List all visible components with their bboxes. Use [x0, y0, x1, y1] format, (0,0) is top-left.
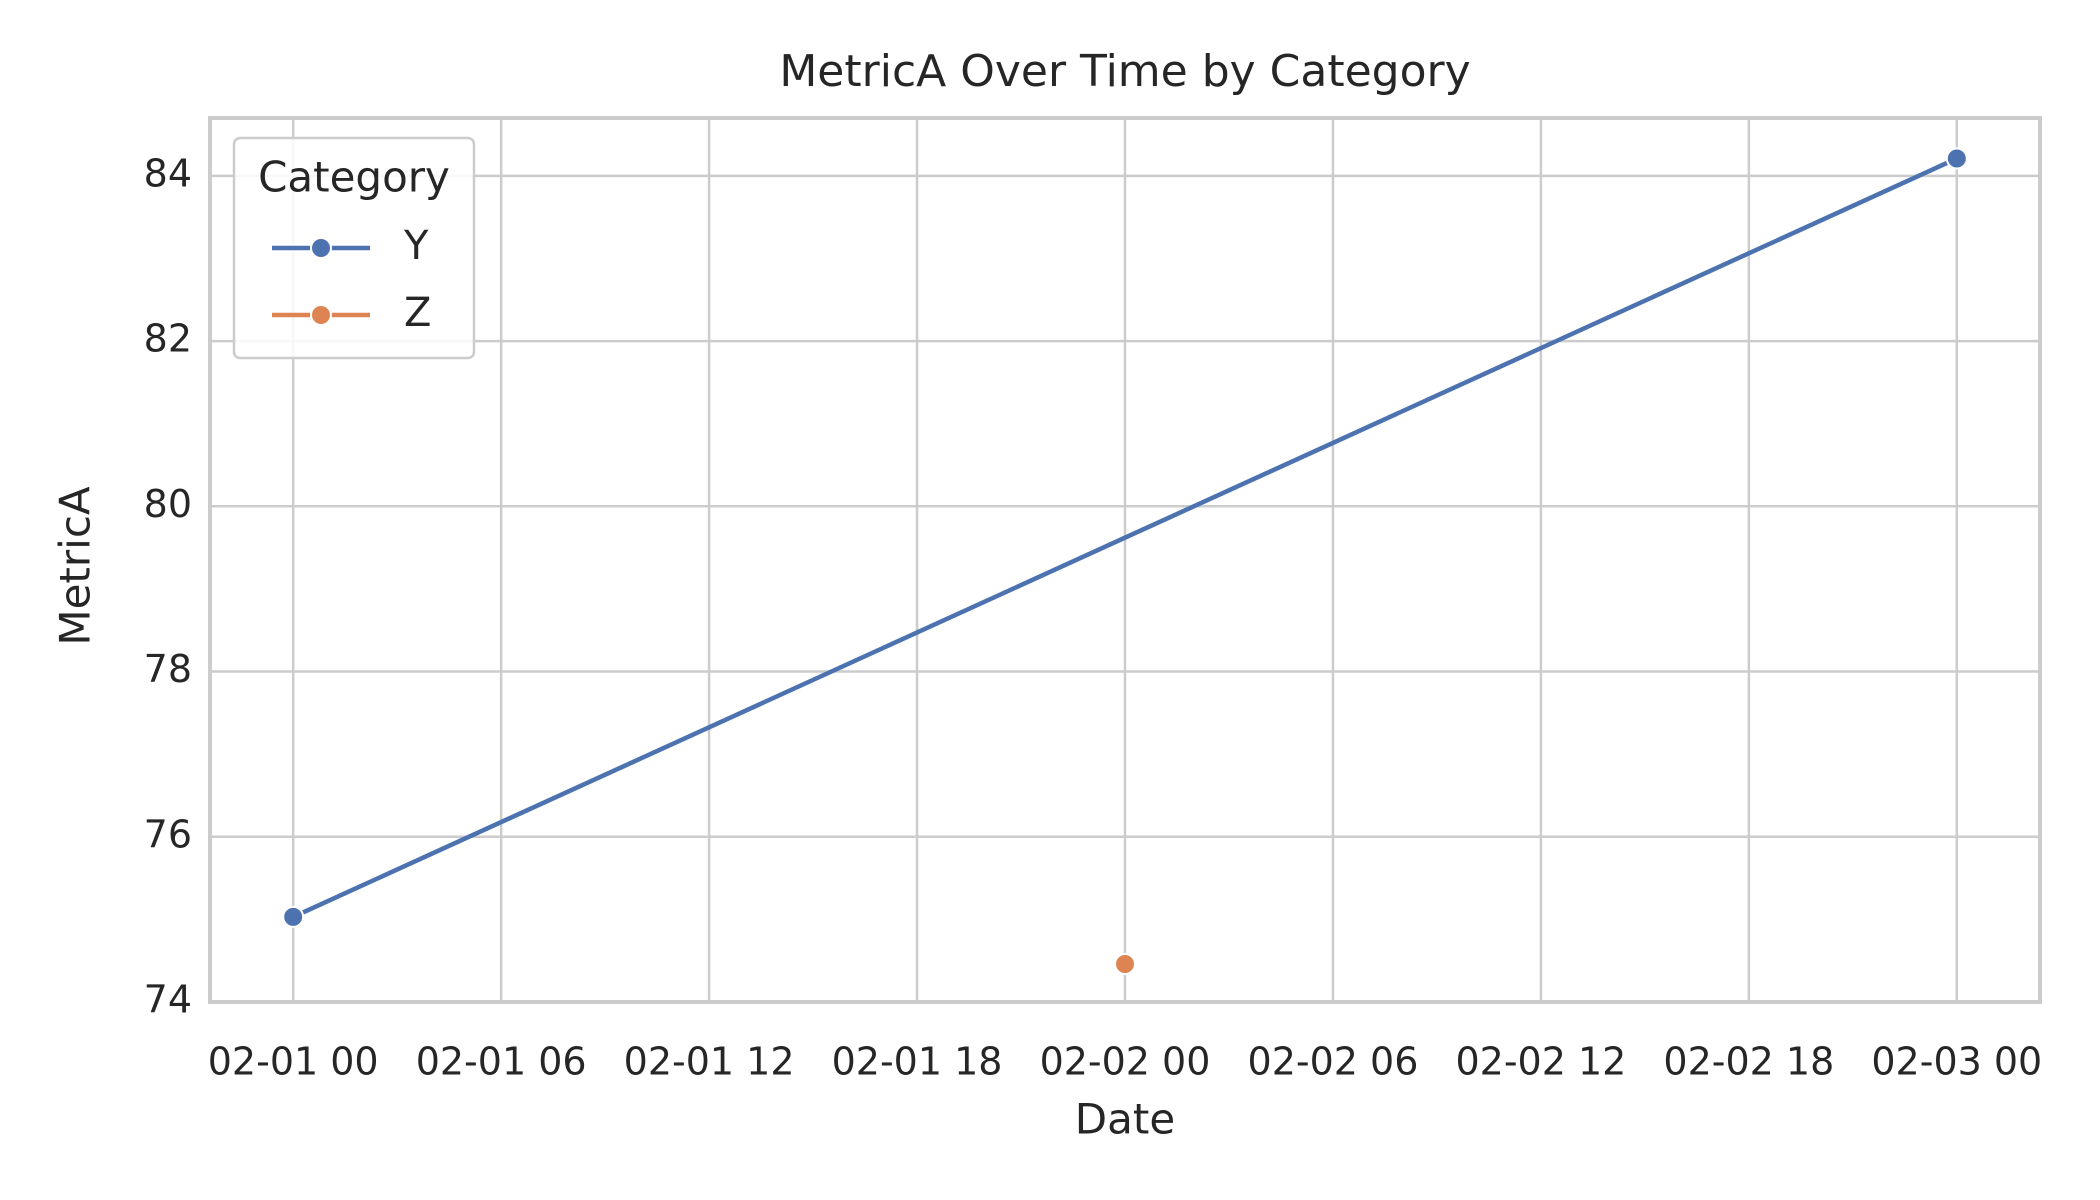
data-point: [1114, 952, 1136, 975]
data-point: [282, 905, 305, 928]
x-tick-label: 02-02 00: [1040, 1040, 1211, 1084]
x-axis-label: Date: [1075, 1095, 1175, 1144]
y-tick-label: 74: [144, 978, 192, 1022]
x-tick-label: 02-02 06: [1248, 1040, 1419, 1084]
legend-marker: [310, 304, 332, 326]
legend-label: Z: [404, 290, 431, 336]
x-tick-label: 02-02 12: [1455, 1040, 1626, 1084]
x-tick-label: 02-03 00: [1871, 1040, 2042, 1084]
chart-title: MetricA Over Time by Category: [779, 46, 1470, 97]
y-tick-label: 84: [144, 151, 192, 195]
legend-label: Y: [403, 223, 429, 269]
x-tick-label: 02-01 06: [416, 1040, 587, 1084]
y-tick-label: 80: [144, 482, 192, 526]
plot-frame: [208, 116, 2042, 1004]
x-tick-label: 02-01 00: [208, 1040, 379, 1084]
y-axis-label: MetricA: [51, 486, 100, 646]
x-tick-label: 02-01 18: [832, 1040, 1003, 1084]
y-tick-label: 82: [144, 317, 192, 361]
data-point: [1945, 147, 1968, 170]
legend-title: Category: [258, 153, 450, 202]
legend-marker: [310, 237, 332, 259]
series-line: [292, 156, 1958, 919]
x-tick-label: 02-02 18: [1663, 1040, 1834, 1084]
y-tick-label: 76: [144, 812, 192, 856]
x-tick-label: 02-01 12: [624, 1040, 795, 1084]
y-tick-label: 78: [144, 647, 192, 691]
